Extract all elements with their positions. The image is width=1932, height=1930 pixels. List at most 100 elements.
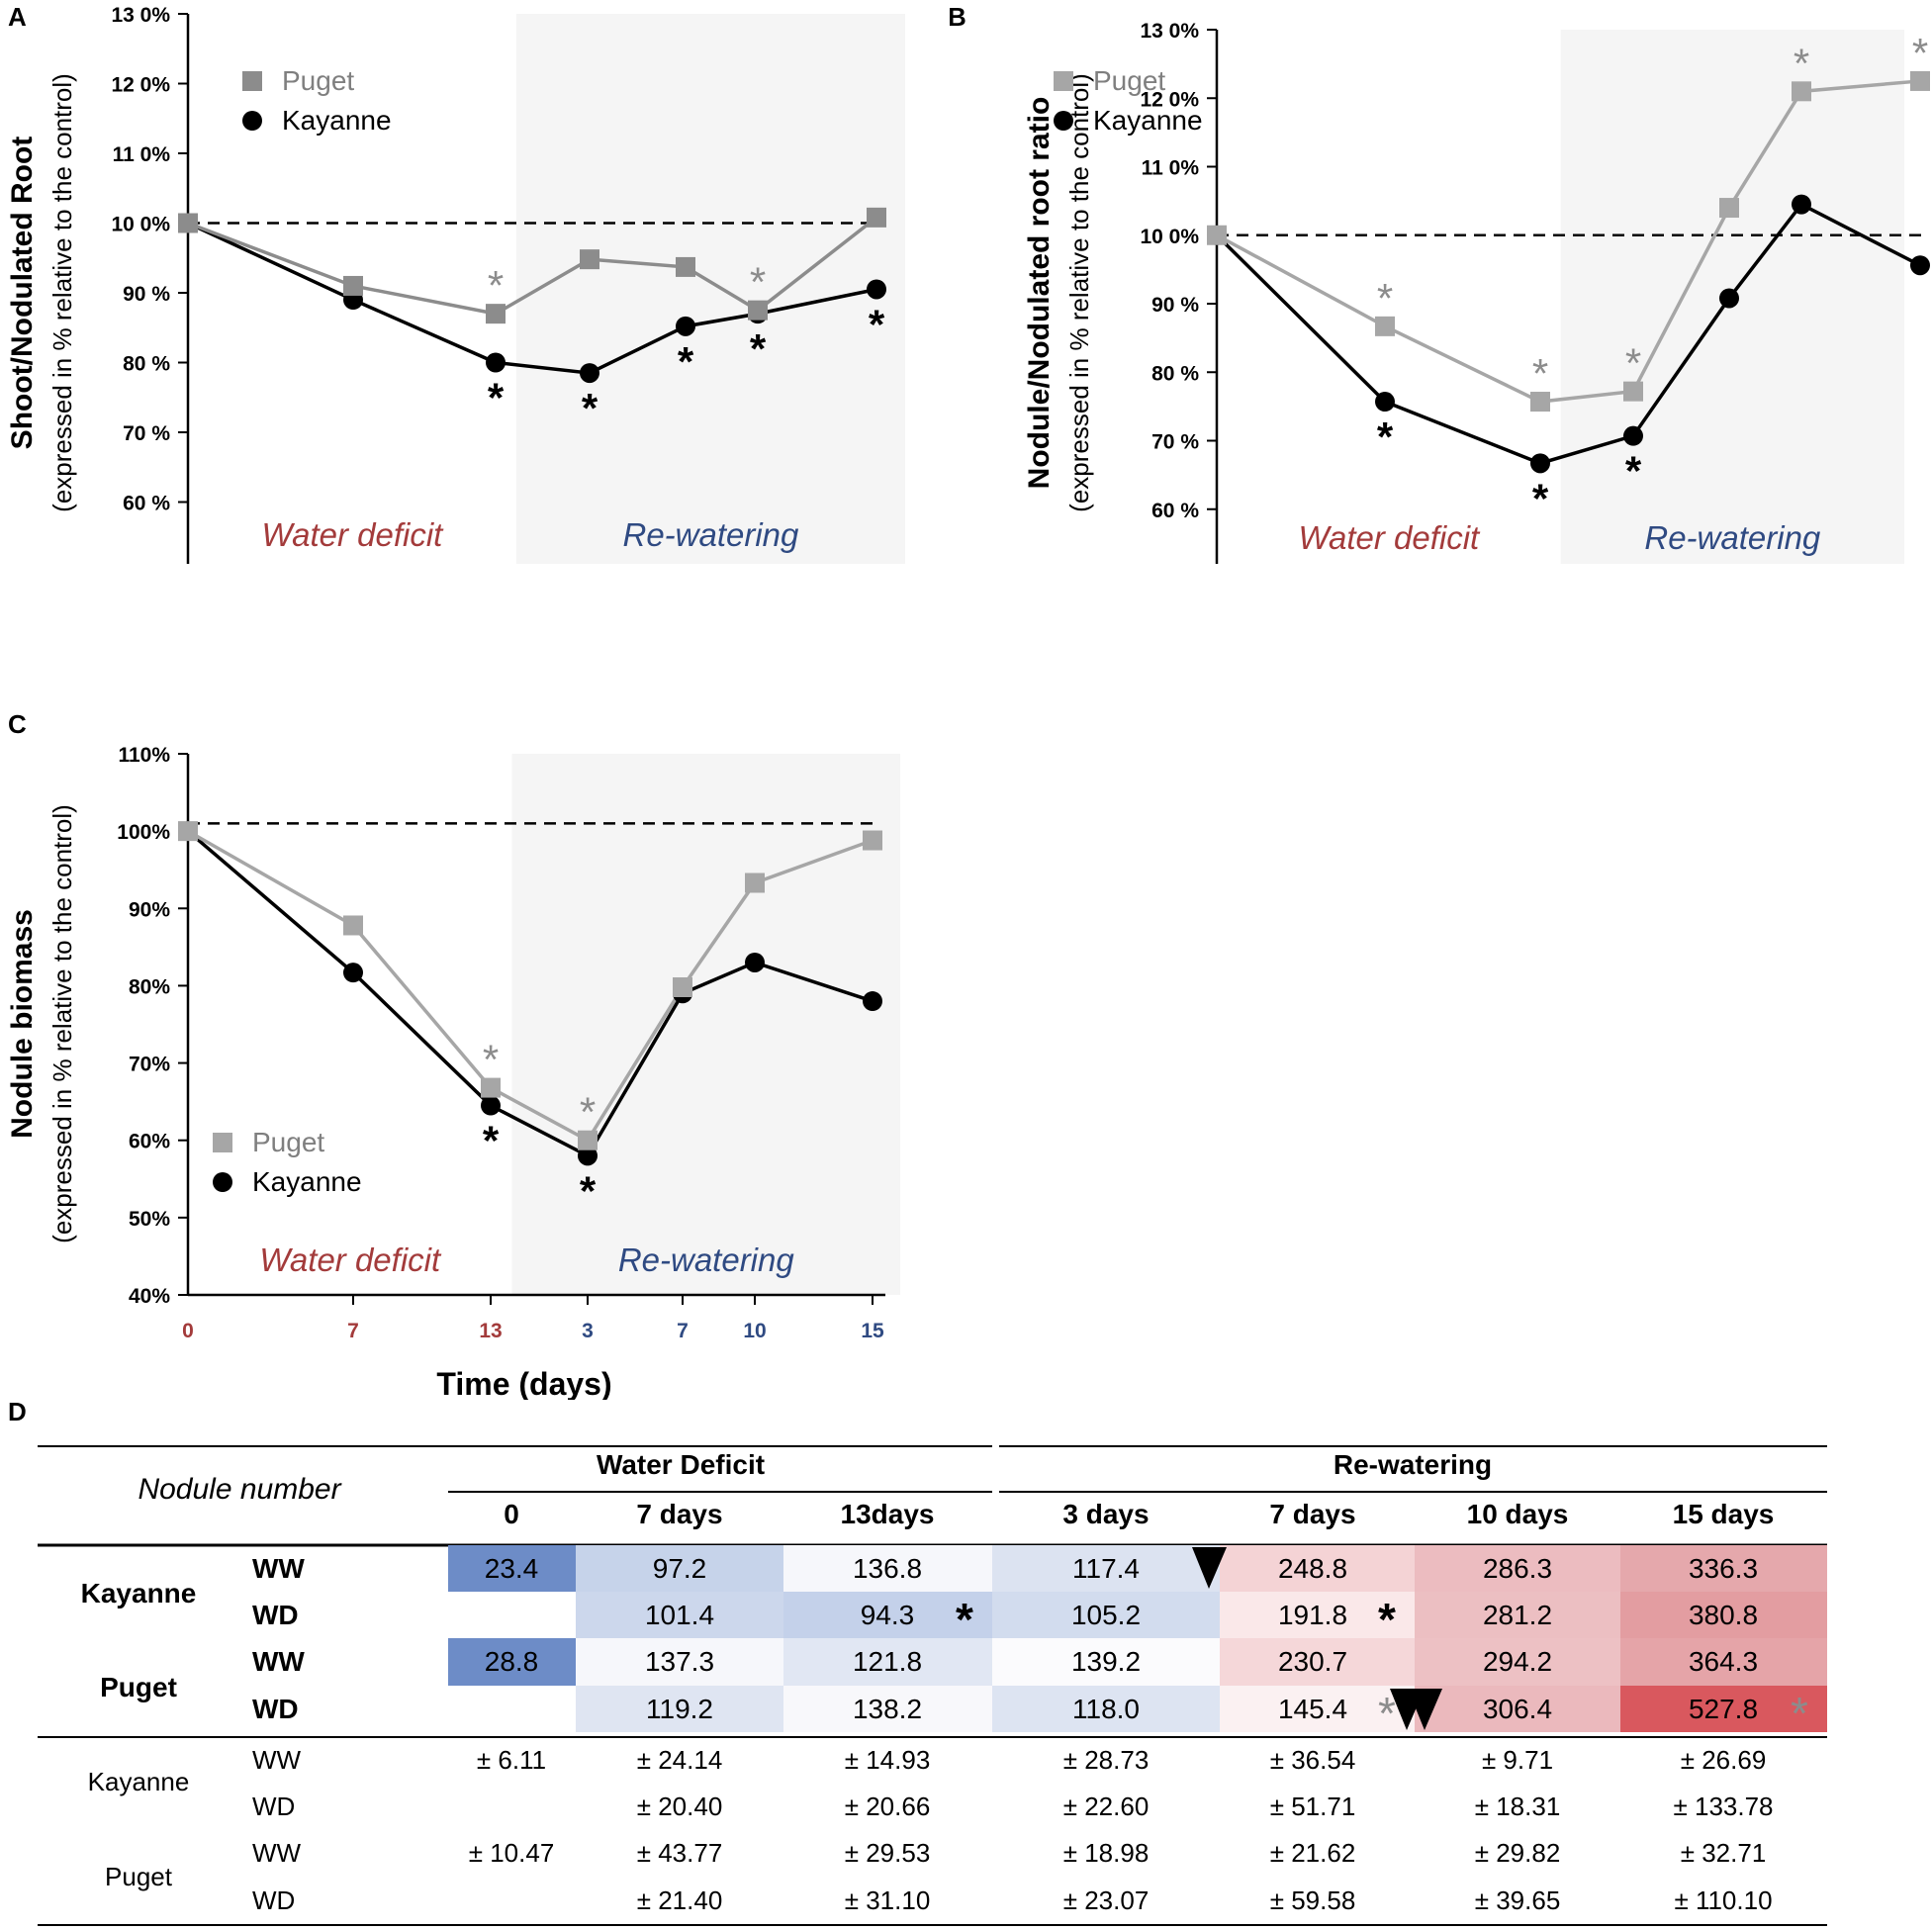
cell-value: 138.2 (853, 1694, 922, 1724)
data-point-puget (676, 256, 695, 277)
heatmap-cell (992, 1592, 1220, 1638)
legend-marker-puget (242, 71, 262, 91)
data-point-kayanne (1530, 453, 1550, 474)
significance-star: * (1625, 340, 1641, 387)
se-genotype-label: Puget (105, 1862, 173, 1891)
x-tick-label: 13 (479, 1320, 502, 1342)
se-value: ± 20.40 (637, 1792, 723, 1821)
y-tick-label: 10 0% (111, 214, 170, 236)
heatmap-cell (1620, 1592, 1827, 1638)
significance-star: * (488, 262, 504, 309)
significance-star: * (1378, 1594, 1396, 1645)
x-tick-label: 15 (861, 1320, 884, 1342)
heatmap-cell (448, 1686, 576, 1732)
significance-star: * (582, 385, 598, 431)
heatmap-cell (1415, 1686, 1620, 1732)
panel-letter: A (8, 2, 27, 32)
se-value: ± 51.71 (1270, 1792, 1356, 1821)
heatmap-cell (1220, 1638, 1415, 1686)
treatment-label: WW (252, 1553, 305, 1584)
y-tick-label: 60% (129, 1131, 170, 1153)
panel-letter: D (8, 1397, 27, 1426)
data-point-kayanne (745, 952, 765, 972)
x-tick-label: 7 (347, 1320, 359, 1342)
y-axis-title: Nodule/Nodulated root ratio (1023, 97, 1056, 490)
panel-letter: B (950, 2, 966, 32)
y-axis-subtitle: (expressed in % relative to the control) (47, 73, 77, 512)
se-value: ± 28.73 (1063, 1745, 1150, 1775)
cell-value: 23.4 (485, 1553, 539, 1584)
significance-star: * (1794, 40, 1809, 86)
data-point-kayanne (580, 363, 599, 384)
significance-star: * (1912, 30, 1928, 76)
legend-label-puget: Puget (252, 1127, 324, 1157)
data-point-puget (1910, 70, 1930, 91)
y-tick-label: 40% (129, 1285, 170, 1308)
significance-star: * (1378, 1688, 1396, 1739)
cell-value: 105.2 (1071, 1600, 1141, 1630)
phase-label-rewatering: Re-watering (1644, 519, 1821, 556)
cell-value: 137.3 (645, 1646, 714, 1677)
data-point-puget (863, 830, 882, 851)
x-axis-title: Time (days) (436, 1366, 611, 1400)
y-axis-title: Shoot/Nodulated Root (6, 137, 39, 450)
significance-star: * (750, 259, 766, 306)
y-tick-label: 110% (118, 744, 170, 767)
cell-value: 121.8 (853, 1646, 922, 1677)
y-tick-label: 10 0% (1140, 226, 1199, 248)
heatmap-cell (576, 1638, 783, 1686)
significance-star: * (580, 1167, 597, 1214)
data-point-puget (745, 873, 765, 893)
se-value: ± 32.71 (1681, 1838, 1767, 1868)
y-axis-title: Nodule biomass (6, 909, 39, 1139)
significance-star: * (483, 1037, 499, 1083)
y-tick-label: 13 0% (111, 4, 170, 27)
genotype-label: Kayanne (81, 1578, 197, 1608)
cell-value: 118.0 (1072, 1694, 1140, 1724)
data-point-puget (1719, 198, 1739, 219)
treatment-label: WW (252, 1646, 305, 1677)
rewatering-shade (515, 14, 905, 564)
se-value: ± 133.78 (1673, 1792, 1773, 1821)
se-value: ± 110.10 (1674, 1885, 1772, 1915)
y-tick-label: 70 % (123, 422, 170, 445)
significance-star: * (956, 1594, 973, 1645)
data-point-puget (1792, 81, 1811, 102)
phase-label-deficit: Water deficit (262, 516, 445, 553)
column-header: 10 days (1467, 1499, 1569, 1529)
data-point-puget (1623, 381, 1643, 402)
heatmap-cell (783, 1686, 992, 1732)
data-point-kayanne (867, 279, 886, 300)
heatmap-cell (992, 1686, 1220, 1732)
heatmap-cell (576, 1545, 783, 1592)
column-header: 0 (504, 1499, 519, 1529)
data-point-puget (343, 915, 363, 936)
decrease-triangle (1192, 1547, 1227, 1589)
se-value: ± 23.07 (1063, 1885, 1150, 1915)
heatmap-cell (448, 1638, 576, 1686)
significance-star: * (488, 375, 505, 421)
cell-value: 117.4 (1072, 1553, 1140, 1584)
se-value: ± 39.65 (1475, 1885, 1561, 1915)
phase-label-rewatering: Re-watering (618, 1241, 795, 1278)
data-point-kayanne (863, 991, 882, 1012)
se-treatment-label: WD (252, 1792, 295, 1821)
significance-star: * (483, 1118, 500, 1164)
se-genotype-label: Kayanne (88, 1767, 190, 1796)
significance-star: * (1532, 475, 1549, 521)
cell-value: 230.7 (1278, 1646, 1347, 1677)
significance-star: * (1532, 350, 1548, 397)
y-tick-label: 50% (129, 1208, 170, 1231)
treatment-label: WD (252, 1694, 299, 1724)
decrease-triangle (1408, 1689, 1442, 1730)
y-tick-label: 12 0% (1140, 88, 1199, 111)
se-value: ± 31.10 (845, 1885, 931, 1915)
legend-marker-kayanne (242, 111, 262, 131)
heatmap-cell (576, 1592, 783, 1638)
y-tick-label: 13 0% (1140, 20, 1199, 43)
se-value: ± 29.53 (845, 1838, 931, 1868)
cell-value: 380.8 (1689, 1600, 1758, 1630)
cell-value: 191.8 (1278, 1600, 1347, 1630)
data-point-puget (578, 1130, 598, 1150)
cell-value: 364.3 (1689, 1646, 1758, 1677)
